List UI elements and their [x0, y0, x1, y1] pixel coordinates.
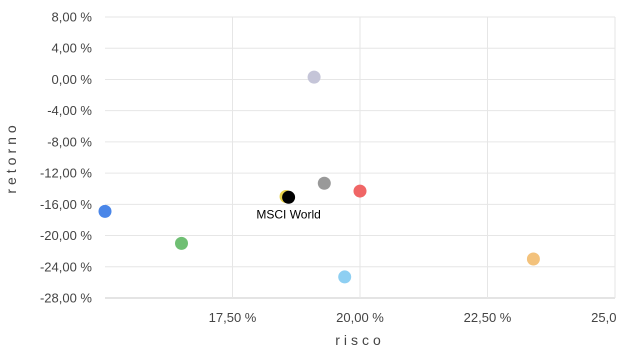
- y-tick-label: -8,00 %: [47, 134, 92, 149]
- x-tick-label: 17,50 %: [209, 310, 257, 325]
- data-point: [175, 236, 188, 250]
- y-tick-label: -4,00 %: [47, 103, 92, 118]
- data-point: [317, 176, 331, 190]
- x-axis-label: risco: [335, 332, 385, 347]
- y-tick-label: 8,00 %: [52, 10, 93, 25]
- data-point: [526, 252, 540, 266]
- y-tick-label: -12,00 %: [40, 166, 92, 181]
- y-tick-label: 0,00 %: [52, 72, 93, 87]
- axis-layer: 8,00 % 4,00 % 0,00 % -4,00 % -8,00 % -12,00 %…: [40, 10, 617, 326]
- msci-world-point: [282, 190, 296, 204]
- data-point: [98, 204, 112, 218]
- y-tick-label: -28,00 %: [40, 291, 92, 306]
- x-tick-label: 22,50 %: [464, 310, 512, 325]
- data-point: [338, 270, 352, 284]
- y-tick-label: 4,00 %: [52, 41, 93, 56]
- data-point: [307, 70, 321, 84]
- y-tick-label: -20,00 %: [40, 228, 92, 243]
- y-axis-label: retorno: [3, 121, 19, 193]
- grid-layer: [105, 16, 616, 299]
- annotation-label: MSCI World: [256, 207, 320, 221]
- data-point: [353, 184, 367, 198]
- y-tick-label: -16,00 %: [40, 197, 92, 212]
- points-layer: [98, 70, 540, 284]
- x-tick-label: 20,00 %: [336, 310, 384, 325]
- y-tick-label: -24,00 %: [40, 259, 92, 274]
- x-tick-label: 25,00 %: [591, 310, 617, 325]
